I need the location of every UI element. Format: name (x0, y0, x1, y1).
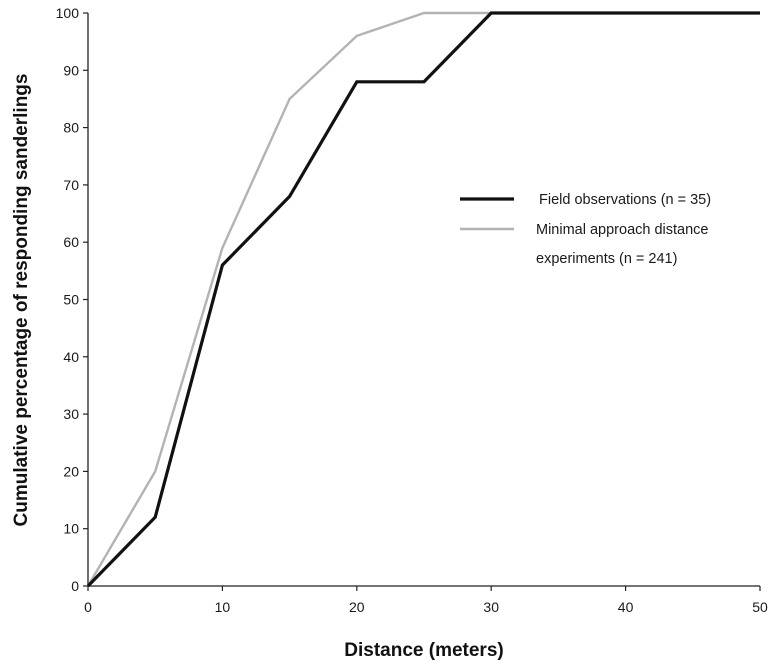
y-tick-label: 30 (63, 406, 79, 422)
x-tick-label: 30 (483, 599, 499, 615)
x-tick-label: 10 (215, 599, 231, 615)
legend-label-approach-experiments: Minimal approach distance experiments (n … (536, 222, 708, 267)
legend-label-field-observations: Field observations (n = 35) (539, 192, 711, 208)
x-tick-label: 20 (349, 599, 365, 615)
tick-labels: 0 10 20 30 40 50 60 70 80 90 100 0 10 20 30 40 50 (56, 5, 768, 615)
y-tick-label: 0 (71, 578, 79, 594)
y-tick-label: 60 (63, 234, 79, 250)
y-tick-label: 50 (63, 292, 79, 308)
legend-label-line: Minimal approach distance (536, 222, 708, 238)
x-tick-label: 50 (752, 599, 768, 615)
y-tick-label: 20 (63, 463, 79, 479)
y-tick-label: 90 (63, 62, 79, 78)
y-tick-label: 10 (63, 521, 79, 537)
y-tick-label: 100 (56, 5, 80, 21)
series-layer (86, 11, 760, 588)
legend: Field observations (n = 35) Minimal appro… (460, 192, 711, 267)
legend-label-line: experiments (n = 241) (536, 251, 677, 267)
y-tick-label: 70 (63, 177, 79, 193)
axes (83, 12, 761, 591)
series-line-approach-experiments (86, 11, 760, 587)
y-tick-label: 80 (63, 120, 79, 136)
x-axis-title: Distance (meters) (344, 640, 503, 661)
x-tick-label: 40 (618, 599, 634, 615)
series-line-field-observations (86, 11, 760, 588)
y-axis-title: Cumulative percentage of responding sand… (11, 74, 32, 527)
legend-label-line: Field observations (n = 35) (539, 192, 711, 208)
x-tick-label: 0 (84, 599, 92, 615)
y-tick-label: 40 (63, 349, 79, 365)
